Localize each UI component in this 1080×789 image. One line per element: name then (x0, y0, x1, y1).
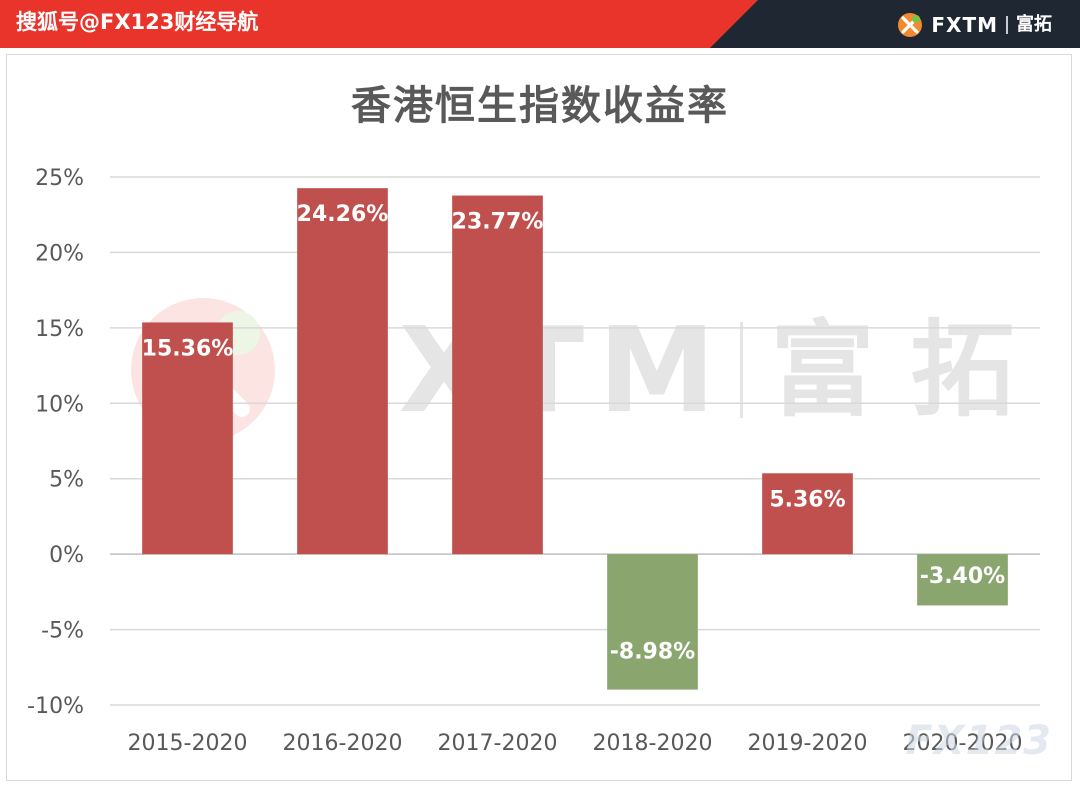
brand-name-cn: 富拓 (1016, 14, 1052, 35)
y-tick-label: 0% (49, 543, 84, 568)
banner-brand-panel (710, 0, 1080, 48)
data-label: 5.36% (769, 487, 845, 512)
data-label: 24.26% (297, 202, 389, 227)
fx123-corner-watermark: FX123 (905, 718, 1052, 764)
bar (607, 554, 698, 690)
source-banner: 搜狐号@FX123财经导航 FXTM 富拓 (0, 0, 1080, 48)
y-tick-label: 10% (35, 392, 84, 417)
y-tick-label: 5% (49, 468, 84, 493)
data-label: 23.77% (452, 210, 544, 235)
x-tick-label: 2019-2020 (748, 731, 868, 756)
y-tick-label: -5% (41, 619, 84, 644)
y-tick-label: -10% (27, 694, 84, 719)
bar (452, 195, 543, 555)
brand-logo: FXTM 富拓 (897, 11, 1052, 39)
chart-title: 香港恒生指数收益率 (351, 83, 729, 129)
bar (142, 322, 233, 555)
y-tick-label: 25% (35, 166, 84, 191)
data-label: -3.40% (920, 564, 1005, 589)
fxtm-logo-icon (898, 13, 923, 37)
bar (917, 554, 1008, 606)
y-tick-label: 20% (35, 241, 84, 266)
x-tick-label: 2020-2020 (903, 731, 1023, 756)
bar (297, 188, 388, 555)
bar (762, 473, 853, 555)
x-tick-label: 2015-2020 (128, 731, 248, 756)
x-tick-label: 2017-2020 (438, 731, 558, 756)
y-tick-label: 15% (35, 317, 84, 342)
x-tick-label: 2018-2020 (593, 731, 713, 756)
data-label: 15.36% (142, 336, 234, 361)
x-tick-label: 2016-2020 (283, 731, 403, 756)
brand-divider (1006, 16, 1008, 34)
brand-name: FXTM (931, 13, 998, 37)
data-label: -8.98% (610, 640, 695, 665)
source-label: 搜狐号@FX123财经导航 (16, 10, 259, 34)
